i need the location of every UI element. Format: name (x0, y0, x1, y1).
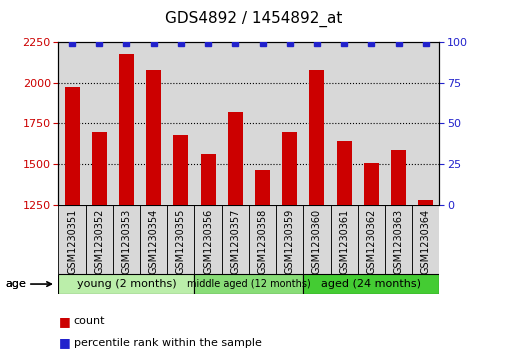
Bar (309, 70, 325, 205)
Bar (358, 42, 385, 205)
Bar (167, 42, 195, 205)
Text: GSM1230362: GSM1230362 (366, 208, 376, 274)
Text: count: count (74, 316, 105, 326)
Bar (173, 135, 188, 205)
Bar (418, 200, 433, 205)
Bar (412, 42, 439, 205)
Bar (201, 155, 215, 205)
Text: GSM1230354: GSM1230354 (149, 208, 158, 274)
Bar (385, 205, 412, 274)
Bar (391, 150, 406, 205)
Bar (412, 205, 439, 274)
Bar (276, 205, 303, 274)
Text: percentile rank within the sample: percentile rank within the sample (74, 338, 262, 348)
Text: GSM1230351: GSM1230351 (67, 208, 77, 274)
Text: GSM1230356: GSM1230356 (203, 208, 213, 274)
Bar (337, 140, 352, 205)
Bar (58, 274, 195, 294)
Text: GSM1230361: GSM1230361 (339, 208, 349, 274)
Text: GSM1230359: GSM1230359 (285, 208, 295, 274)
Bar (119, 54, 134, 205)
Text: GSM1230355: GSM1230355 (176, 208, 186, 274)
Bar (146, 70, 161, 205)
Bar (303, 205, 331, 274)
Bar (195, 42, 221, 205)
Bar (58, 42, 86, 205)
Bar (303, 42, 331, 205)
Text: GSM1230363: GSM1230363 (394, 208, 403, 274)
Bar (228, 112, 243, 205)
Bar (255, 170, 270, 205)
Bar (92, 132, 107, 205)
Bar (221, 205, 249, 274)
Bar (58, 205, 86, 274)
Bar (195, 274, 303, 294)
Text: GSM1230357: GSM1230357 (230, 208, 240, 274)
Text: ■: ■ (58, 337, 70, 350)
Bar (249, 42, 276, 205)
Bar (140, 205, 167, 274)
Bar (195, 205, 221, 274)
Text: age: age (5, 279, 26, 289)
Bar (249, 205, 276, 274)
Bar (358, 205, 385, 274)
Text: GSM1230360: GSM1230360 (312, 208, 322, 274)
Bar (221, 42, 249, 205)
Text: ■: ■ (58, 315, 70, 328)
Text: middle aged (12 months): middle aged (12 months) (187, 279, 311, 289)
Bar (167, 205, 195, 274)
Text: GSM1230353: GSM1230353 (121, 208, 132, 274)
Text: GDS4892 / 1454892_at: GDS4892 / 1454892_at (165, 11, 343, 27)
Text: GSM1230352: GSM1230352 (94, 208, 104, 274)
Bar (331, 205, 358, 274)
Bar (364, 163, 379, 205)
Bar (86, 42, 113, 205)
Text: young (2 months): young (2 months) (77, 279, 176, 289)
Bar (303, 274, 439, 294)
Text: GSM1230358: GSM1230358 (258, 208, 268, 274)
Bar (331, 42, 358, 205)
Text: age: age (5, 279, 26, 289)
Text: GSM1230364: GSM1230364 (421, 208, 431, 274)
Bar (140, 42, 167, 205)
Bar (113, 205, 140, 274)
Bar (282, 132, 297, 205)
Text: aged (24 months): aged (24 months) (322, 279, 421, 289)
Bar (65, 87, 80, 205)
Bar (385, 42, 412, 205)
Bar (113, 42, 140, 205)
Bar (276, 42, 303, 205)
Bar (86, 205, 113, 274)
